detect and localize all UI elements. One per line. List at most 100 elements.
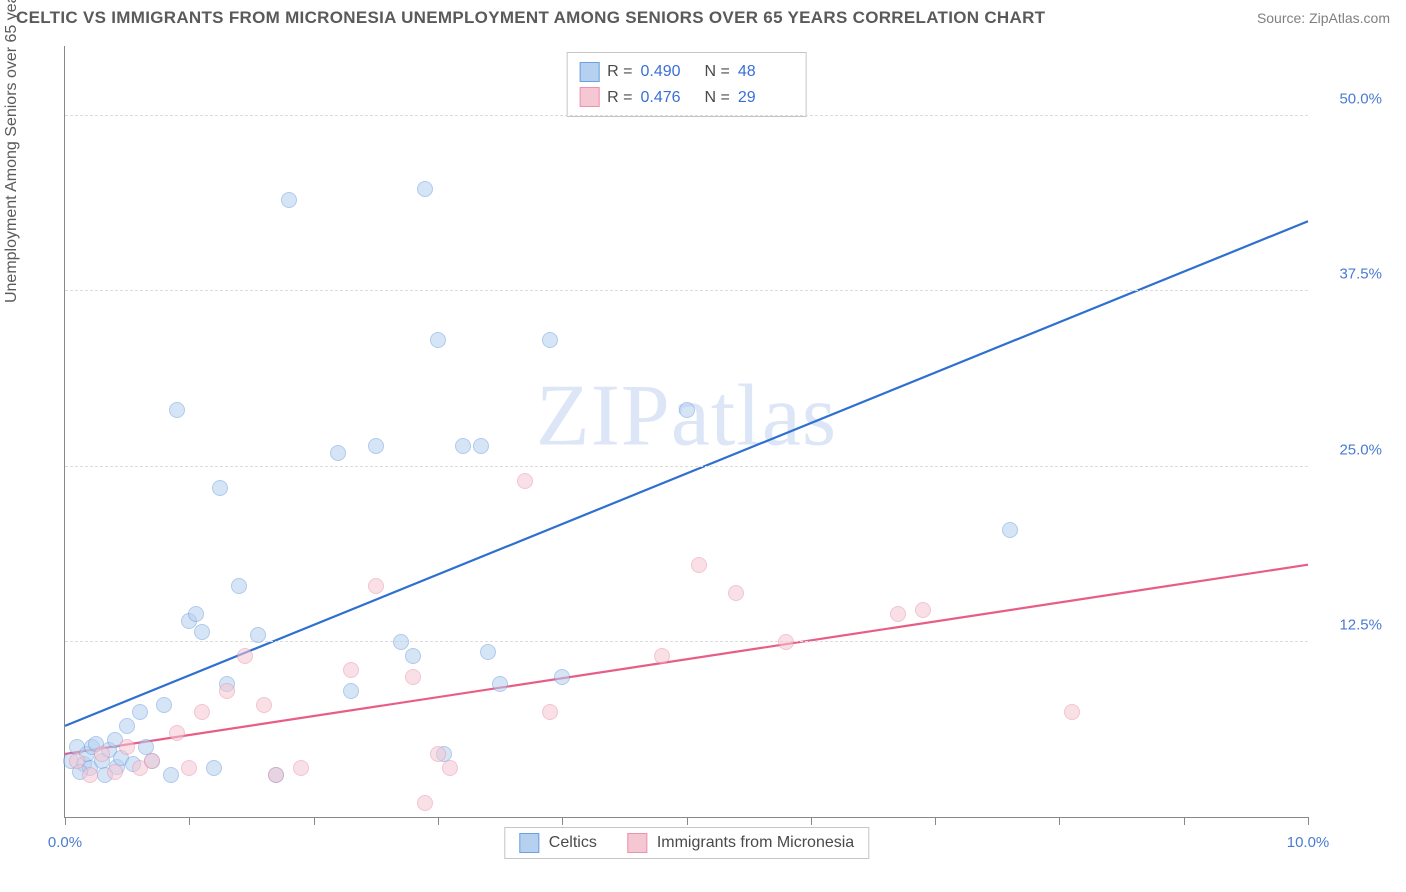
data-point — [492, 676, 508, 692]
data-point — [455, 438, 471, 454]
data-point — [915, 602, 931, 618]
x-tick — [1059, 817, 1060, 825]
data-point — [268, 767, 284, 783]
data-point — [343, 662, 359, 678]
data-point — [517, 473, 533, 489]
data-point — [417, 181, 433, 197]
legend-swatch — [519, 833, 539, 853]
data-point — [430, 332, 446, 348]
x-tick — [438, 817, 439, 825]
data-point — [473, 438, 489, 454]
x-tick — [189, 817, 190, 825]
data-point — [69, 753, 85, 769]
stats-swatch — [579, 62, 599, 82]
stats-swatch — [579, 87, 599, 107]
source-label: Source: ZipAtlas.com — [1257, 10, 1390, 26]
y-tick-label: 37.5% — [1339, 266, 1382, 283]
data-point — [330, 445, 346, 461]
data-point — [212, 480, 228, 496]
data-point — [119, 718, 135, 734]
data-point — [728, 585, 744, 601]
data-point — [188, 606, 204, 622]
data-point — [163, 767, 179, 783]
stat-n-value: 29 — [738, 85, 794, 111]
data-point — [368, 578, 384, 594]
data-point — [890, 606, 906, 622]
data-point — [194, 624, 210, 640]
data-point — [1002, 522, 1018, 538]
data-point — [393, 634, 409, 650]
data-point — [219, 683, 235, 699]
data-point — [480, 644, 496, 660]
legend-swatch — [627, 833, 647, 853]
data-point — [554, 669, 570, 685]
stat-r-label: R = — [607, 59, 632, 85]
data-point — [442, 760, 458, 776]
gridline-h — [65, 641, 1308, 642]
data-point — [169, 725, 185, 741]
chart-container: Unemployment Among Seniors over 65 years… — [18, 36, 1388, 874]
stat-n-label: N = — [705, 59, 730, 85]
y-tick-label: 12.5% — [1339, 616, 1382, 633]
stat-r-value: 0.476 — [641, 85, 697, 111]
stat-n-value: 48 — [738, 59, 794, 85]
data-point — [144, 753, 160, 769]
data-point — [691, 557, 707, 573]
plot-area: ZIPatlas R =0.490N =48R =0.476N =29 Celt… — [64, 46, 1308, 818]
data-point — [654, 648, 670, 664]
stats-row: R = 0.476 N = 29 — [579, 85, 794, 111]
data-point — [679, 402, 695, 418]
y-axis-label: Unemployment Among Seniors over 65 years — [3, 0, 21, 303]
data-point — [82, 767, 98, 783]
x-tick — [935, 817, 936, 825]
data-point — [250, 627, 266, 643]
data-point — [231, 578, 247, 594]
x-tick-label: 10.0% — [1287, 834, 1330, 851]
data-point — [94, 746, 110, 762]
legend-item: Celtics — [519, 833, 597, 853]
data-point — [1064, 704, 1080, 720]
data-point — [417, 795, 433, 811]
data-point — [542, 332, 558, 348]
chart-title: CELTIC VS IMMIGRANTS FROM MICRONESIA UNE… — [16, 8, 1045, 28]
data-point — [293, 760, 309, 776]
x-tick-label: 0.0% — [48, 834, 82, 851]
stat-n-label: N = — [705, 85, 730, 111]
data-point — [405, 669, 421, 685]
gridline-h — [65, 466, 1308, 467]
stat-r-value: 0.490 — [641, 59, 697, 85]
data-point — [368, 438, 384, 454]
x-tick — [1184, 817, 1185, 825]
gridline-h — [65, 115, 1308, 116]
x-tick — [314, 817, 315, 825]
data-point — [132, 704, 148, 720]
data-point — [778, 634, 794, 650]
data-point — [194, 704, 210, 720]
data-point — [119, 739, 135, 755]
data-point — [430, 746, 446, 762]
series-legend: Celtics Immigrants from Micronesia — [504, 827, 869, 859]
data-point — [237, 648, 253, 664]
x-tick — [562, 817, 563, 825]
data-point — [405, 648, 421, 664]
data-point — [281, 192, 297, 208]
trendlines-svg — [65, 46, 1308, 817]
data-point — [256, 697, 272, 713]
legend-label: Immigrants from Micronesia — [657, 834, 854, 852]
x-tick — [687, 817, 688, 825]
data-point — [181, 760, 197, 776]
data-point — [156, 697, 172, 713]
stat-r-label: R = — [607, 85, 632, 111]
legend-label: Celtics — [549, 834, 597, 852]
data-point — [542, 704, 558, 720]
legend-item: Immigrants from Micronesia — [627, 833, 854, 853]
x-tick — [1308, 817, 1309, 825]
data-point — [107, 764, 123, 780]
data-point — [169, 402, 185, 418]
stats-row: R = 0.490 N = 48 — [579, 59, 794, 85]
x-tick — [811, 817, 812, 825]
y-tick-label: 25.0% — [1339, 441, 1382, 458]
gridline-h — [65, 290, 1308, 291]
data-point — [206, 760, 222, 776]
data-point — [343, 683, 359, 699]
